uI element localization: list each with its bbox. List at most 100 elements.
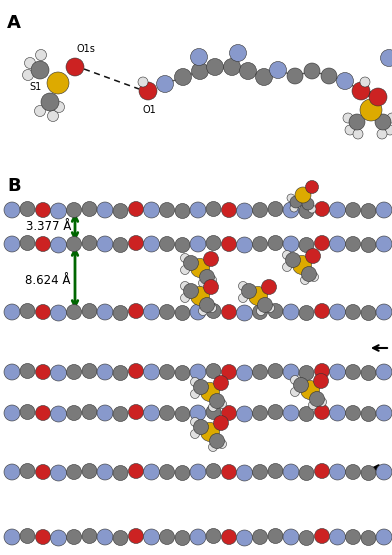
Circle shape [369,88,387,106]
Circle shape [345,406,361,421]
Circle shape [113,406,128,421]
Circle shape [190,304,206,320]
Circle shape [206,463,221,478]
Circle shape [51,203,67,219]
Circle shape [294,377,309,392]
Circle shape [200,270,214,285]
Circle shape [203,251,218,266]
Circle shape [36,49,47,60]
Circle shape [129,235,143,250]
Circle shape [31,61,49,79]
Circle shape [36,365,51,380]
Circle shape [236,465,252,481]
Circle shape [330,529,345,545]
Circle shape [283,529,299,545]
Circle shape [345,465,361,480]
Circle shape [67,203,82,218]
Circle shape [97,464,113,480]
Circle shape [221,236,236,251]
Circle shape [218,440,227,448]
Circle shape [82,364,97,379]
Circle shape [175,238,190,253]
Circle shape [252,236,267,251]
Circle shape [190,405,206,421]
Circle shape [218,400,227,408]
Circle shape [345,125,355,135]
Circle shape [221,365,236,380]
Circle shape [330,304,345,320]
Text: O1: O1 [142,105,156,115]
Circle shape [314,364,330,379]
Circle shape [36,529,51,544]
Circle shape [20,463,35,478]
Circle shape [206,528,221,543]
Circle shape [200,382,220,401]
Circle shape [180,281,189,290]
Circle shape [343,113,353,123]
Circle shape [20,364,35,379]
Circle shape [299,305,314,320]
Circle shape [221,203,236,218]
Circle shape [82,201,97,216]
Circle shape [214,376,229,391]
Circle shape [175,366,190,381]
Circle shape [361,305,376,320]
Circle shape [97,529,113,545]
Circle shape [258,297,272,312]
Circle shape [82,235,97,250]
Circle shape [192,63,209,79]
Circle shape [206,235,221,250]
Circle shape [191,430,200,438]
Circle shape [301,266,316,281]
Text: O1s: O1s [77,44,96,54]
Circle shape [330,236,345,252]
Circle shape [36,236,51,251]
Circle shape [180,294,189,302]
Circle shape [113,305,128,320]
Circle shape [160,406,174,421]
Circle shape [299,406,314,421]
Circle shape [180,254,189,263]
Circle shape [97,405,113,421]
Circle shape [310,273,318,281]
Circle shape [190,529,206,545]
Circle shape [305,180,318,194]
Circle shape [238,294,247,302]
Circle shape [376,464,392,480]
Circle shape [82,304,97,319]
Circle shape [206,405,221,420]
Text: 3.377 Å: 3.377 Å [25,219,71,233]
Circle shape [252,305,267,320]
Circle shape [252,203,267,218]
Circle shape [221,305,236,320]
Circle shape [175,305,190,320]
Circle shape [268,405,283,420]
Circle shape [376,202,392,218]
Circle shape [190,202,206,218]
Circle shape [376,405,392,421]
Circle shape [314,405,330,420]
Circle shape [51,305,67,321]
Circle shape [308,205,316,213]
Circle shape [330,202,345,218]
Circle shape [191,417,200,426]
Circle shape [175,531,190,546]
Circle shape [361,531,376,546]
Circle shape [299,366,314,381]
Circle shape [268,304,283,319]
Circle shape [360,99,382,121]
Circle shape [285,253,301,268]
Circle shape [268,528,283,543]
Circle shape [283,236,299,252]
Circle shape [4,405,20,421]
Circle shape [345,236,361,251]
Circle shape [376,304,392,320]
Circle shape [4,364,20,380]
Circle shape [51,406,67,422]
Circle shape [236,203,252,219]
Circle shape [175,466,190,481]
Circle shape [256,68,272,85]
Circle shape [191,390,200,398]
Circle shape [314,201,330,216]
Circle shape [143,364,160,380]
